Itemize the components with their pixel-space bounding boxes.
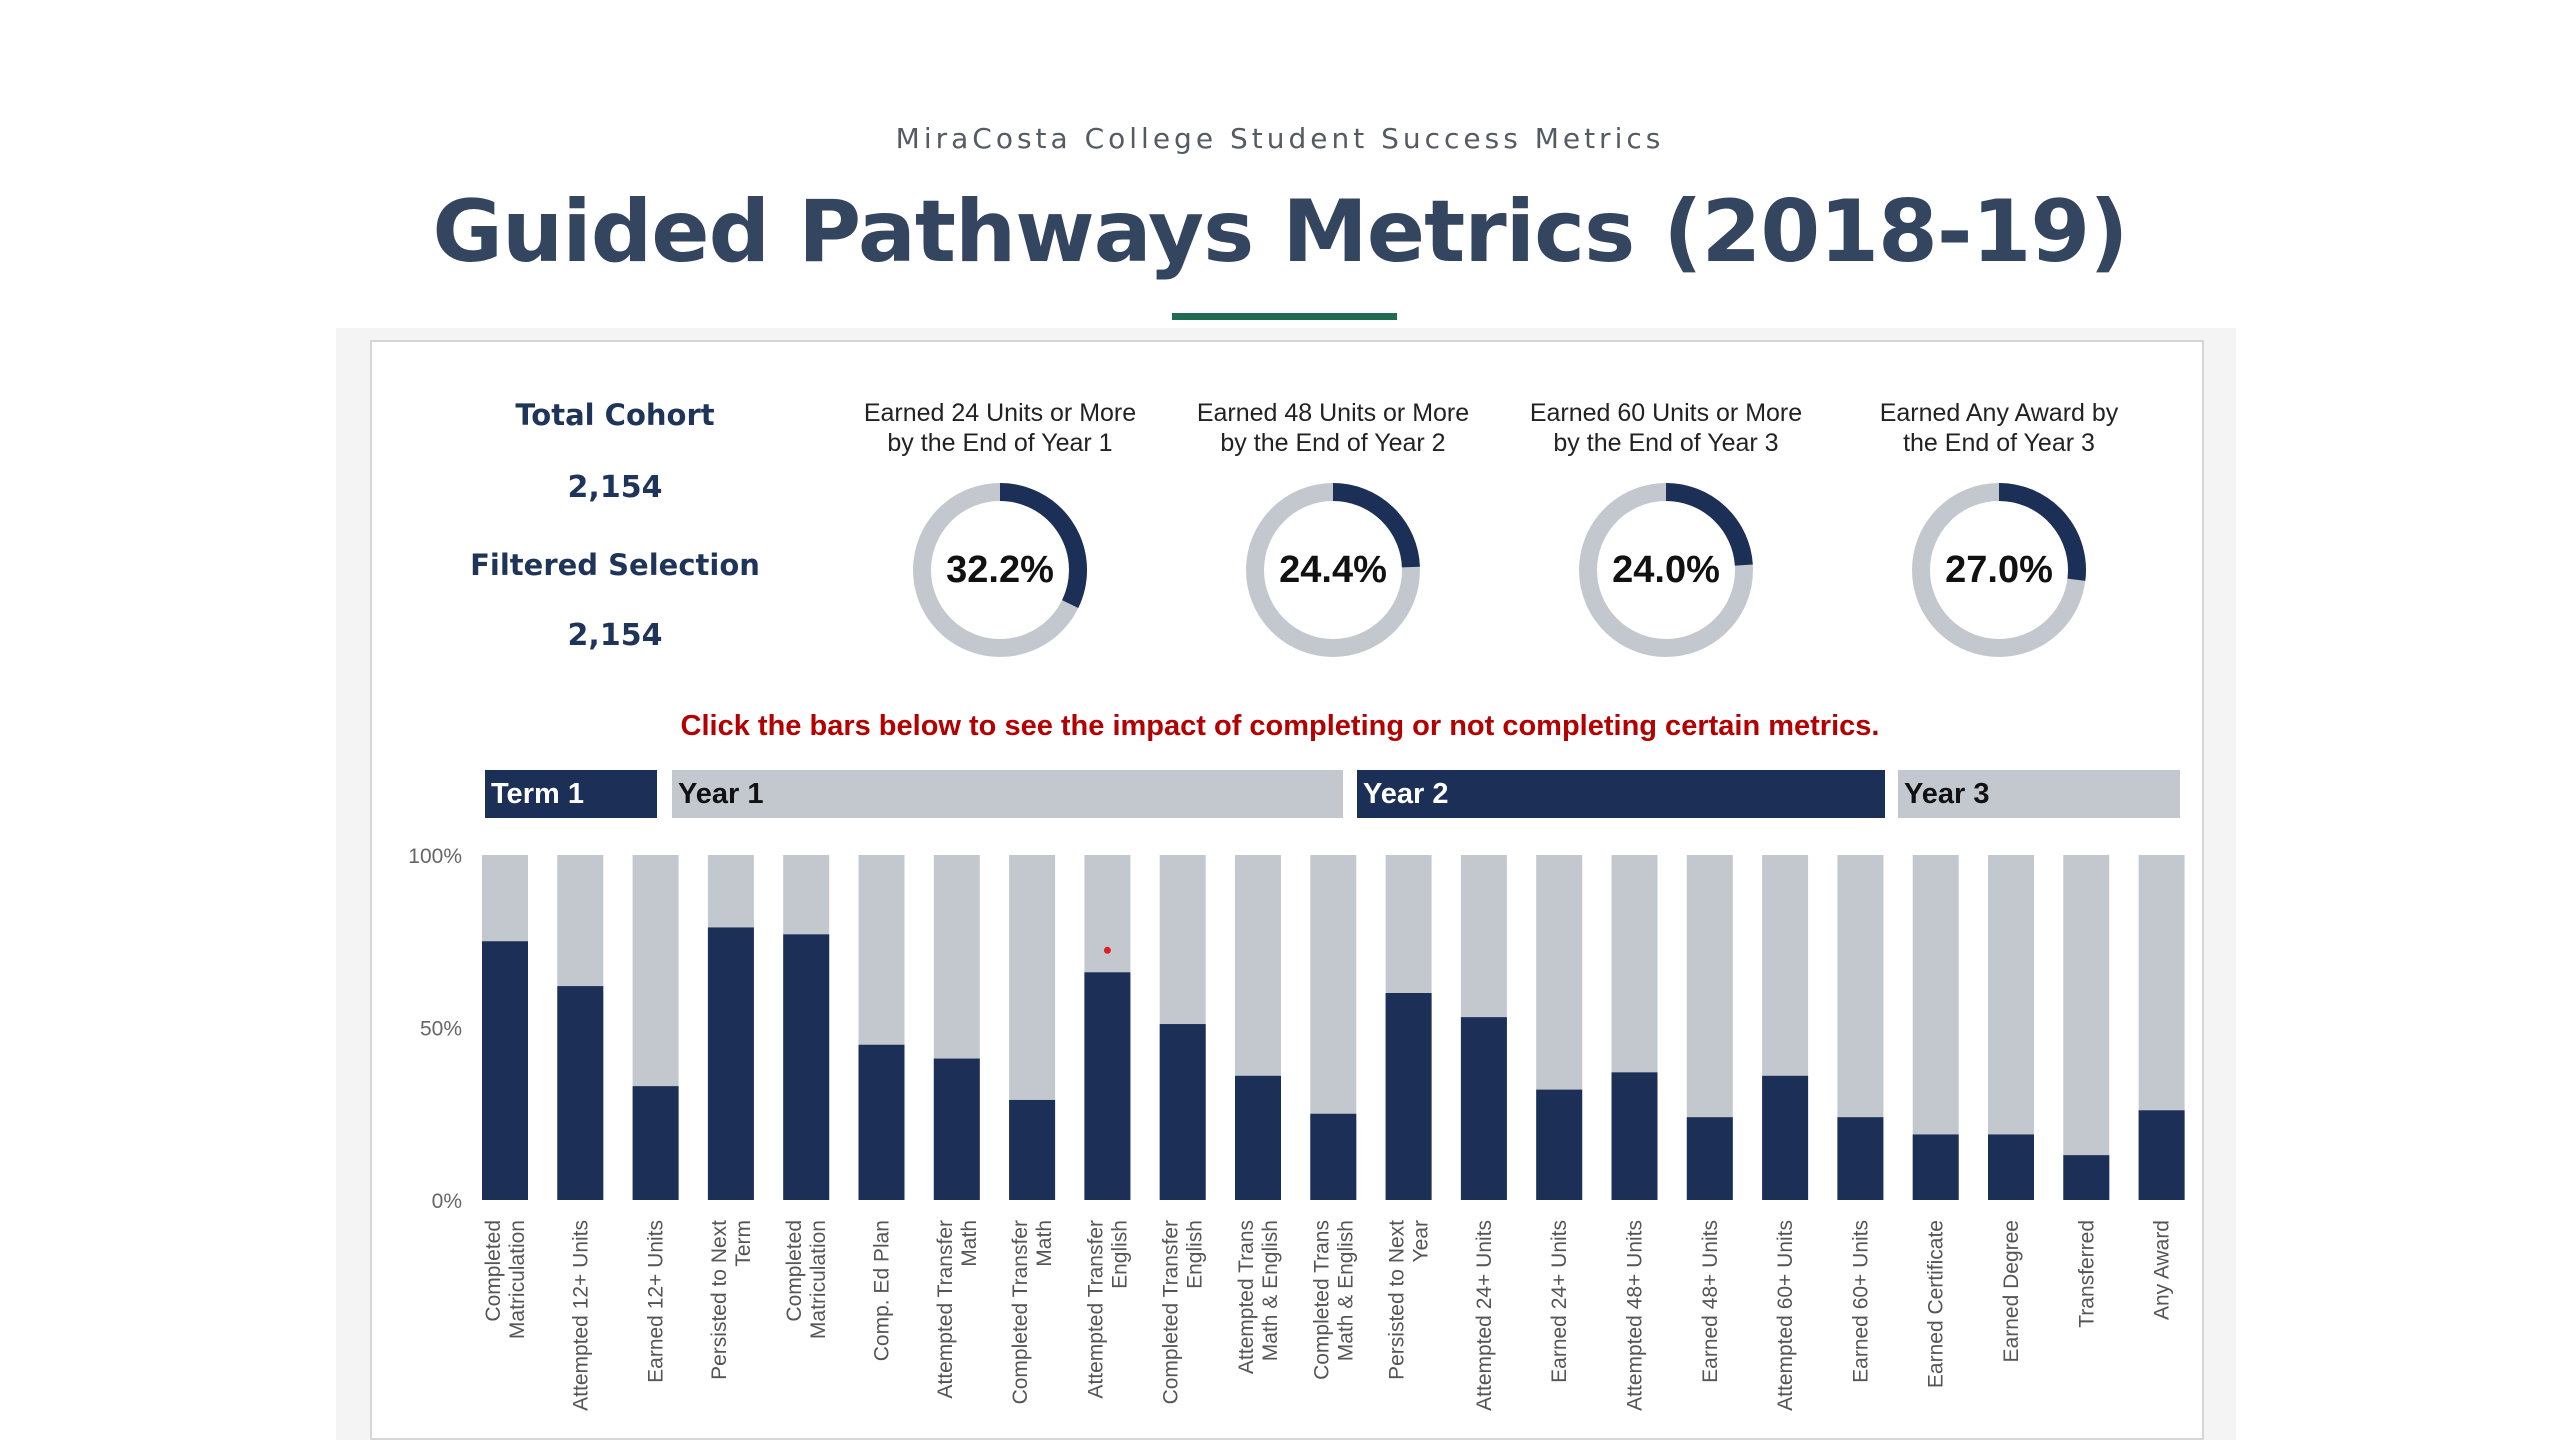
bar-completed[interactable] bbox=[1837, 1117, 1884, 1200]
bar-completed[interactable] bbox=[1084, 972, 1131, 1200]
donut-title-line1: Earned 24 Units or More bbox=[863, 399, 1137, 427]
donut-value: 24.4% bbox=[1279, 548, 1387, 591]
donut-title-any-award: Earned Any Award by the End of Year 3 bbox=[1829, 398, 2169, 458]
period-year-1: Year 1 bbox=[672, 770, 1343, 818]
donut-title-line2: by the End of Year 2 bbox=[1220, 429, 1446, 457]
filtered-selection-value: 2,154 bbox=[567, 618, 663, 653]
x-category-label: Completed TransferEnglish bbox=[1160, 1220, 1207, 1404]
donut-60-units[interactable]: 24.0% bbox=[1576, 480, 1756, 660]
x-category-label: CompletedMatriculation bbox=[482, 1220, 529, 1339]
bar-completed[interactable] bbox=[557, 986, 604, 1200]
bar-completed[interactable] bbox=[1611, 1072, 1658, 1200]
total-cohort-value: 2,154 bbox=[567, 470, 663, 505]
bar-completed[interactable] bbox=[482, 941, 528, 1200]
x-category-label: Persisted to NextYear bbox=[1386, 1220, 1433, 1380]
bar-completed[interactable] bbox=[1762, 1075, 1809, 1200]
period-term-1: Term 1 bbox=[485, 770, 657, 818]
x-category-label: Attempted TransferEnglish bbox=[1084, 1220, 1131, 1399]
donut-title-line1: Earned 48 Units or More bbox=[1196, 399, 1470, 427]
bar-completed[interactable] bbox=[1009, 1099, 1056, 1200]
bar-completed[interactable] bbox=[2138, 1110, 2185, 1200]
bar-completed[interactable] bbox=[1310, 1113, 1357, 1200]
x-category-label: Attempted 60+ Units bbox=[1774, 1220, 1797, 1411]
x-category-label: Attempted TransMath & English bbox=[1235, 1220, 1282, 1374]
bar-remaining[interactable] bbox=[2063, 855, 2110, 1200]
donut-title-24-units: Earned 24 Units or More by the End of Ye… bbox=[830, 398, 1170, 458]
x-category-label: Attempted 12+ Units bbox=[569, 1220, 592, 1411]
donut-any-award[interactable]: 27.0% bbox=[1909, 480, 2089, 660]
x-category-label: Any Award bbox=[2151, 1220, 2174, 1320]
x-category-label: CompletedMatriculation bbox=[783, 1220, 830, 1339]
instruction-text: Click the bars below to see the impact o… bbox=[680, 710, 1880, 742]
bar-completed[interactable] bbox=[1460, 1017, 1507, 1200]
page-subtitle: MiraCosta College Student Success Metric… bbox=[895, 122, 1665, 155]
donut-title-line2: by the End of Year 3 bbox=[1553, 429, 1779, 457]
y-tick-label: 0% bbox=[432, 1190, 462, 1213]
total-cohort-label: Total Cohort bbox=[515, 398, 715, 432]
x-category-label: Completed TransMath & English bbox=[1310, 1220, 1357, 1380]
donut-title-line1: Earned Any Award by bbox=[1879, 399, 2119, 427]
bar-completed[interactable] bbox=[1988, 1134, 2034, 1200]
title-divider bbox=[1172, 313, 1397, 320]
bar-completed[interactable] bbox=[1912, 1134, 1959, 1200]
donut-title-line2: the End of Year 3 bbox=[1903, 429, 2095, 457]
bar-completed[interactable] bbox=[707, 927, 754, 1200]
donut-value: 24.0% bbox=[1612, 548, 1720, 591]
donut-title-line2: by the End of Year 1 bbox=[887, 429, 1113, 457]
bar-completed[interactable] bbox=[2063, 1155, 2110, 1200]
x-category-label: Earned 48+ Units bbox=[1699, 1220, 1722, 1383]
x-category-label: Attempted 48+ Units bbox=[1624, 1220, 1647, 1411]
x-category-label: Earned Certificate bbox=[1925, 1220, 1948, 1388]
donut-48-units[interactable]: 24.4% bbox=[1243, 480, 1423, 660]
x-category-label: Earned 60+ Units bbox=[1849, 1220, 1872, 1383]
donut-title-48-units: Earned 48 Units or More by the End of Ye… bbox=[1163, 398, 1503, 458]
x-category-label: Earned 24+ Units bbox=[1548, 1220, 1571, 1383]
period-year-3: Year 3 bbox=[1898, 770, 2180, 818]
x-category-label: Earned 12+ Units bbox=[645, 1220, 668, 1383]
x-category-label: Persisted to NextTerm bbox=[708, 1220, 755, 1380]
x-category-label: Transferred bbox=[2075, 1220, 2098, 1328]
x-category-label: Comp. Ed Plan bbox=[871, 1220, 894, 1361]
bar-completed[interactable] bbox=[1235, 1075, 1281, 1200]
bar-completed[interactable] bbox=[1159, 1024, 1206, 1200]
period-year-2: Year 2 bbox=[1357, 770, 1885, 818]
bar-completed[interactable] bbox=[783, 934, 830, 1200]
donut-title-line1: Earned 60 Units or More bbox=[1529, 399, 1803, 427]
donut-value: 32.2% bbox=[946, 548, 1054, 591]
x-category-label: Completed TransferMath bbox=[1009, 1220, 1056, 1404]
y-tick-label: 50% bbox=[420, 1018, 462, 1041]
donut-value: 27.0% bbox=[1945, 548, 2053, 591]
x-category-label: Earned Degree bbox=[2000, 1220, 2023, 1362]
donut-title-60-units: Earned 60 Units or More by the End of Ye… bbox=[1496, 398, 1836, 458]
bar-completed[interactable] bbox=[1686, 1117, 1733, 1200]
bar-completed[interactable] bbox=[1536, 1089, 1583, 1200]
bar-completed[interactable] bbox=[1385, 993, 1432, 1200]
x-category-label: Attempted 24+ Units bbox=[1473, 1220, 1496, 1411]
bar-completed[interactable] bbox=[933, 1058, 980, 1200]
x-category-label: Attempted TransferMath bbox=[934, 1220, 981, 1399]
bar-completed[interactable] bbox=[858, 1044, 905, 1200]
filtered-selection-label: Filtered Selection bbox=[470, 548, 760, 582]
bar-completed[interactable] bbox=[632, 1086, 679, 1200]
page-title: Guided Pathways Metrics (2018-19) bbox=[432, 182, 2128, 282]
donut-24-units[interactable]: 32.2% bbox=[910, 480, 1090, 660]
y-tick-label: 100% bbox=[408, 845, 462, 868]
selected-marker bbox=[1103, 946, 1111, 954]
